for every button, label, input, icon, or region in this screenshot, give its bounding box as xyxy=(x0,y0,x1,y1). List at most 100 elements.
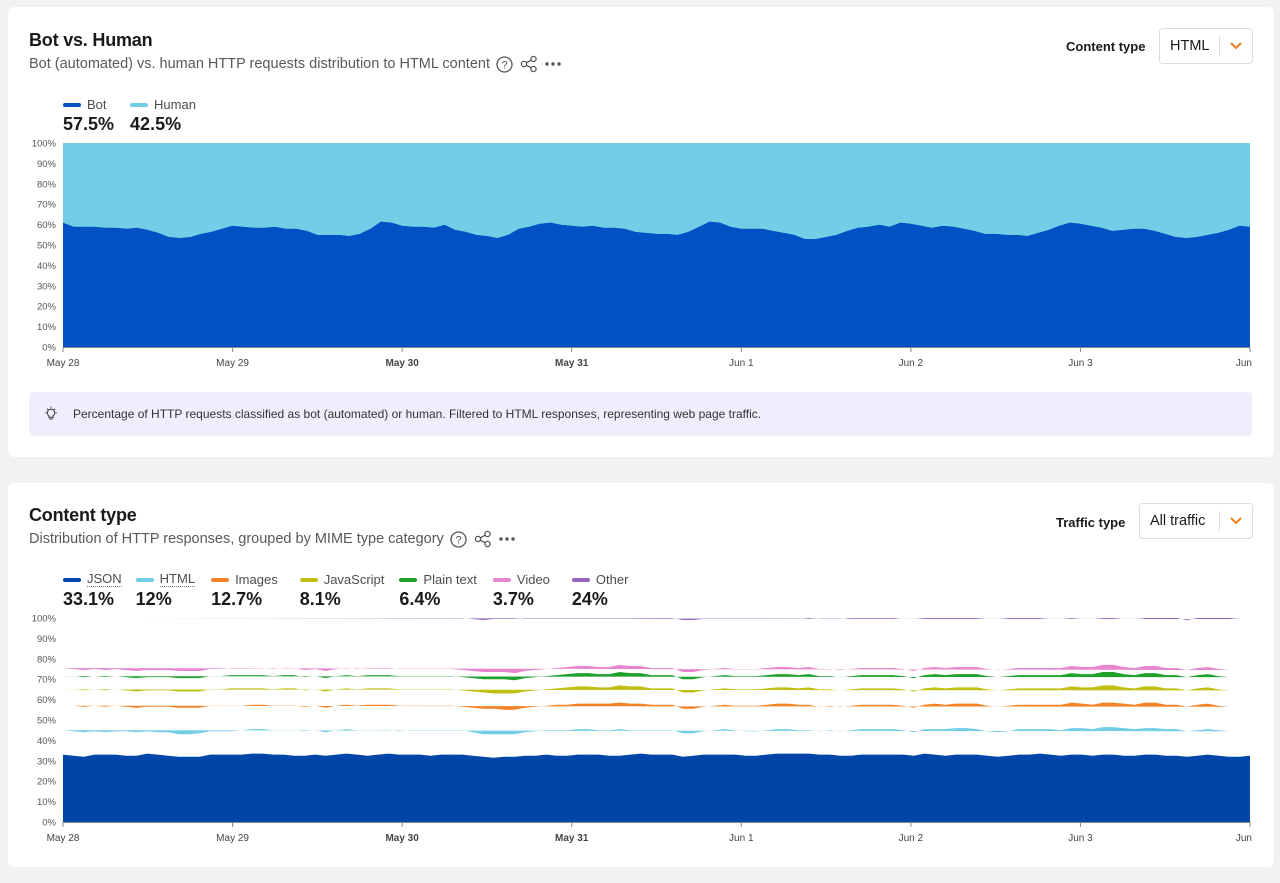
chevron-down-icon[interactable] xyxy=(1220,42,1252,50)
legend-label: JSON xyxy=(87,571,122,588)
share-icon[interactable] xyxy=(474,530,492,548)
legend-label: Plain text xyxy=(423,572,477,587)
y-tick-label: 40% xyxy=(37,261,57,272)
legend-item-plain-text[interactable]: Plain text 6.4% xyxy=(399,572,477,610)
legend-value: 12% xyxy=(135,589,172,610)
y-tick-label: 100% xyxy=(32,139,57,150)
select-divider xyxy=(1219,36,1220,56)
x-tick-label: Jun 3 xyxy=(1068,833,1093,844)
x-tick-label: May 30 xyxy=(385,358,419,369)
legend-swatch xyxy=(135,577,154,582)
legend-item-other[interactable]: Other 24% xyxy=(571,572,629,610)
more-dots-icon[interactable] xyxy=(544,55,562,73)
lightbulb-icon xyxy=(29,406,73,422)
panel-title: Bot vs. Human xyxy=(29,30,153,50)
legend-label: JavaScript xyxy=(323,572,385,587)
legend-item-javascript[interactable]: JavaScript 8.1% xyxy=(299,572,385,610)
area-series-video xyxy=(63,664,1240,674)
y-tick-label: 10% xyxy=(37,322,57,333)
x-tick-label: Jun xyxy=(1236,358,1252,369)
y-tick-label: 0% xyxy=(42,343,56,354)
content-type-label: Content type xyxy=(1066,39,1146,54)
legend-swatch xyxy=(492,577,511,582)
svg-text:?: ? xyxy=(502,59,508,71)
legend-item-human[interactable]: Human 42.5% xyxy=(130,97,196,135)
subtitle-text: Bot (automated) vs. human HTTP requests … xyxy=(29,56,490,72)
legend-item-video[interactable]: Video 3.7% xyxy=(492,572,550,610)
x-tick-label: Jun xyxy=(1236,833,1252,844)
y-tick-label: 0% xyxy=(42,818,56,829)
subtitle-text: Distribution of HTTP responses, grouped … xyxy=(29,531,444,547)
legend-label: Other xyxy=(595,572,629,587)
legend-value: 57.5% xyxy=(63,114,115,134)
y-tick-label: 100% xyxy=(32,614,57,625)
y-tick-label: 70% xyxy=(37,200,57,211)
legend-swatch xyxy=(571,577,590,582)
area-series-plain-text xyxy=(63,672,1240,681)
info-text: Percentage of HTTP requests classified a… xyxy=(73,407,762,421)
y-tick-label: 40% xyxy=(37,736,57,747)
legend-label: Bot xyxy=(87,97,107,112)
area-series-html xyxy=(63,727,1240,735)
panel-subtitle: Distribution of HTTP responses, grouped … xyxy=(29,530,516,548)
x-tick-label: Jun 3 xyxy=(1068,358,1093,369)
chevron-down-icon[interactable] xyxy=(1220,517,1252,525)
y-tick-label: 30% xyxy=(37,756,57,767)
y-tick-label: 90% xyxy=(37,159,57,170)
svg-text:?: ? xyxy=(456,534,462,546)
legend-value: 8.1% xyxy=(299,589,341,609)
content-type-area-chart: 0% 10% 20% 30% 40% 50% 60% 70% 80% 90% 100% May 28 M… xyxy=(32,614,1252,845)
share-icon[interactable] xyxy=(520,55,538,73)
select-value: All traffic xyxy=(1150,513,1206,529)
y-tick-label: 20% xyxy=(37,777,57,788)
legend-value: 6.4% xyxy=(399,589,441,609)
area-series-javascript xyxy=(63,685,1240,694)
traffic-type-label: Traffic type xyxy=(1056,515,1126,530)
panel-subtitle: Bot (automated) vs. human HTTP requests … xyxy=(29,55,562,73)
legend-swatch xyxy=(211,577,230,582)
legend-item-images[interactable]: Images 12.7% xyxy=(211,572,278,610)
legend-item-bot[interactable]: Bot 57.5% xyxy=(63,97,114,135)
x-tick-label: Jun 2 xyxy=(899,358,924,369)
y-tick-label: 90% xyxy=(37,634,57,645)
content-type-select[interactable]: HTML xyxy=(1159,28,1253,64)
x-tick-label: Jun 1 xyxy=(729,358,754,369)
chart-legend: Bot 57.5% Human 42.5% xyxy=(63,97,196,135)
info-note: Percentage of HTTP requests classified a… xyxy=(29,392,1252,436)
legend-swatch xyxy=(63,102,81,107)
y-tick-label: 80% xyxy=(37,654,57,665)
help-circle-icon[interactable]: ? xyxy=(496,55,514,73)
panel-title: Content type xyxy=(29,505,137,525)
x-tick-label: May 30 xyxy=(385,833,419,844)
x-tick-label: May 29 xyxy=(216,358,249,369)
legend-value: 42.5% xyxy=(130,114,182,134)
y-tick-label: 20% xyxy=(37,302,57,313)
x-tick-label: Jun 2 xyxy=(899,833,924,844)
traffic-type-select[interactable]: All traffic xyxy=(1139,503,1253,539)
legend-label: Video xyxy=(516,572,550,587)
x-tick-label: May 28 xyxy=(47,833,80,844)
select-value: HTML xyxy=(1170,38,1210,54)
bot-vs-human-card: Bot vs. Human Bot (automated) vs. human … xyxy=(8,7,1274,457)
y-tick-label: 80% xyxy=(37,179,57,190)
legend-item-json[interactable]: JSON 33.1% xyxy=(63,571,122,610)
legend-swatch xyxy=(399,577,418,582)
legend-value: 24% xyxy=(571,589,608,609)
x-tick-label: May 31 xyxy=(555,833,589,844)
y-tick-label: 30% xyxy=(37,281,57,292)
x-tick-label: May 29 xyxy=(216,833,249,844)
y-tick-label: 60% xyxy=(37,695,57,706)
y-tick-label: 50% xyxy=(37,716,57,727)
help-circle-icon[interactable]: ? xyxy=(450,530,468,548)
chart-legend: JSON 33.1% HTML 12% Images 12.7% JavaScript 8.1… xyxy=(63,571,629,610)
more-dots-icon[interactable] xyxy=(498,530,516,548)
select-divider xyxy=(1219,511,1220,531)
content-type-card: Content type Distribution of HTTP respon… xyxy=(8,483,1274,867)
area-series-other xyxy=(63,618,1240,621)
legend-swatch xyxy=(130,102,149,107)
legend-item-html[interactable]: HTML 12% xyxy=(135,571,196,610)
legend-value: 3.7% xyxy=(492,589,534,609)
x-tick-label: May 31 xyxy=(555,358,589,369)
x-tick-label: May 28 xyxy=(47,358,80,369)
legend-swatch xyxy=(63,577,81,582)
